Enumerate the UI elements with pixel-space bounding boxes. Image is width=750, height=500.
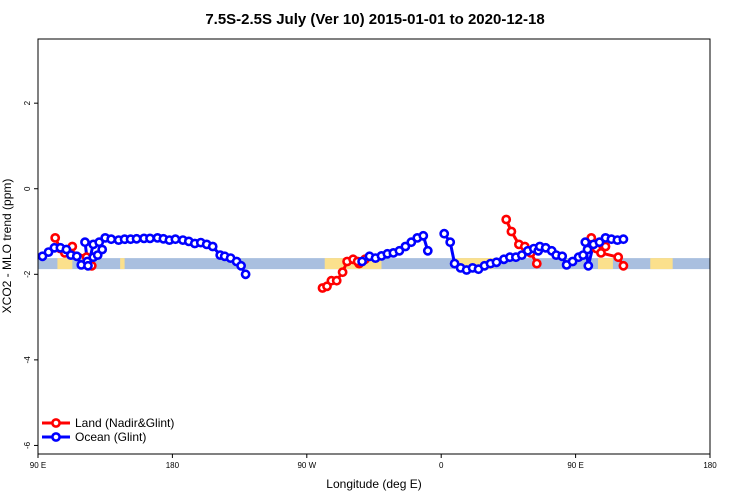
plot-frame <box>37 38 711 455</box>
ocean-point-3-1 <box>445 237 456 248</box>
y-tick-label-3: -4 <box>23 356 32 364</box>
series-points <box>37 214 629 293</box>
y-tick-label-0: 2 <box>23 100 32 105</box>
ocean-point-2-10 <box>418 230 429 241</box>
legend-land-marker <box>51 418 61 428</box>
land-point-4-1 <box>506 226 517 237</box>
x-tick-label-0: 90 E <box>30 461 46 470</box>
y-axis-label: XCO2 - MLO trend (ppm) <box>0 179 14 314</box>
legend-ocean-marker <box>51 432 61 442</box>
x-tick-label-4: 90 E <box>567 461 583 470</box>
land-point-5-3 <box>613 252 624 263</box>
baseline-band-land-0 <box>57 258 73 270</box>
ocean-point-1-27 <box>240 269 251 280</box>
ocean-point-1-11 <box>145 233 155 244</box>
ocean-point-2-0 <box>357 256 367 267</box>
x-tick-label-2: 90 W <box>297 461 316 470</box>
land-point-4-0 <box>501 214 512 225</box>
baseline-band-land-4 <box>598 258 613 270</box>
ocean-point-2-11 <box>422 245 433 256</box>
plot-area <box>37 214 710 293</box>
x-axis: 90 E 180 90 W 0 90 E 180 <box>30 454 717 470</box>
y-tick-label-4: -6 <box>23 441 32 449</box>
ocean-point-5-7 <box>618 234 629 245</box>
ocean-point-3-0 <box>439 228 450 239</box>
ocean-point-0-6 <box>71 251 82 262</box>
ocean-point-1-0 <box>80 237 90 248</box>
land-point-4-5 <box>531 258 542 269</box>
x-tick-label-3: 0 <box>439 461 444 470</box>
legend-land-label: Land (Nadir&Glint) <box>75 416 174 430</box>
x-axis-label: Longitude (deg E) <box>326 477 421 491</box>
ocean-point-3-9 <box>491 257 502 268</box>
ocean-point-4-4 <box>557 251 568 262</box>
land-point-2-4 <box>337 267 348 278</box>
x-tick-label-5: 180 <box>703 461 717 470</box>
land-point-2-3 <box>331 275 342 286</box>
legend: Land (Nadir&Glint)Ocean (Glint) <box>42 416 174 444</box>
legend-ocean-label: Ocean (Glint) <box>75 430 146 444</box>
ocean-point-5-0 <box>580 237 591 248</box>
land-point-5-4 <box>618 260 629 271</box>
chart-title: 7.5S-2.5S July (Ver 10) 2015-01-01 to 20… <box>205 11 544 28</box>
land-point-0-0 <box>50 232 61 243</box>
ocean-point-5-1 <box>583 260 594 271</box>
ocean-point-1-1 <box>83 260 93 271</box>
ocean-point-1-26 <box>236 260 246 271</box>
ocean-point-1-5 <box>106 234 117 245</box>
baseline-band-land-5 <box>650 258 673 270</box>
y-tick-label-2: -2 <box>23 270 32 278</box>
y-tick-label-1: 0 <box>23 186 32 191</box>
y-axis: 2 0 -2 -4 -6 <box>23 100 38 449</box>
land-point-5-2 <box>596 247 606 258</box>
ocean-point-1-15 <box>170 234 181 245</box>
x-tick-label-1: 180 <box>166 461 180 470</box>
baseline-band-land-1 <box>120 258 125 270</box>
ocean-point-1-21 <box>207 241 218 252</box>
